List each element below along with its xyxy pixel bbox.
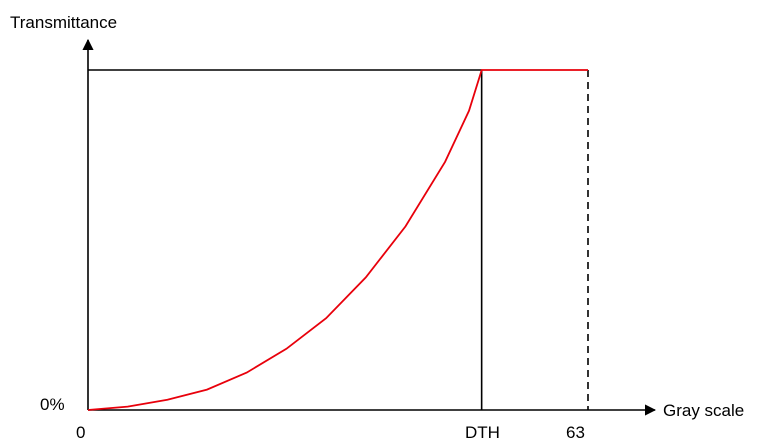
x-tick-label-dth: DTH: [465, 423, 500, 441]
x-tick-label-0: 0: [76, 423, 85, 441]
x-axis-label: Gray scale: [663, 401, 744, 420]
x-tick-label-63: 63: [566, 423, 585, 441]
y-axis-label: Transmittance: [10, 13, 117, 32]
y-tick-label-0: 0%: [40, 395, 65, 414]
transmittance-curve: [87, 69, 588, 411]
